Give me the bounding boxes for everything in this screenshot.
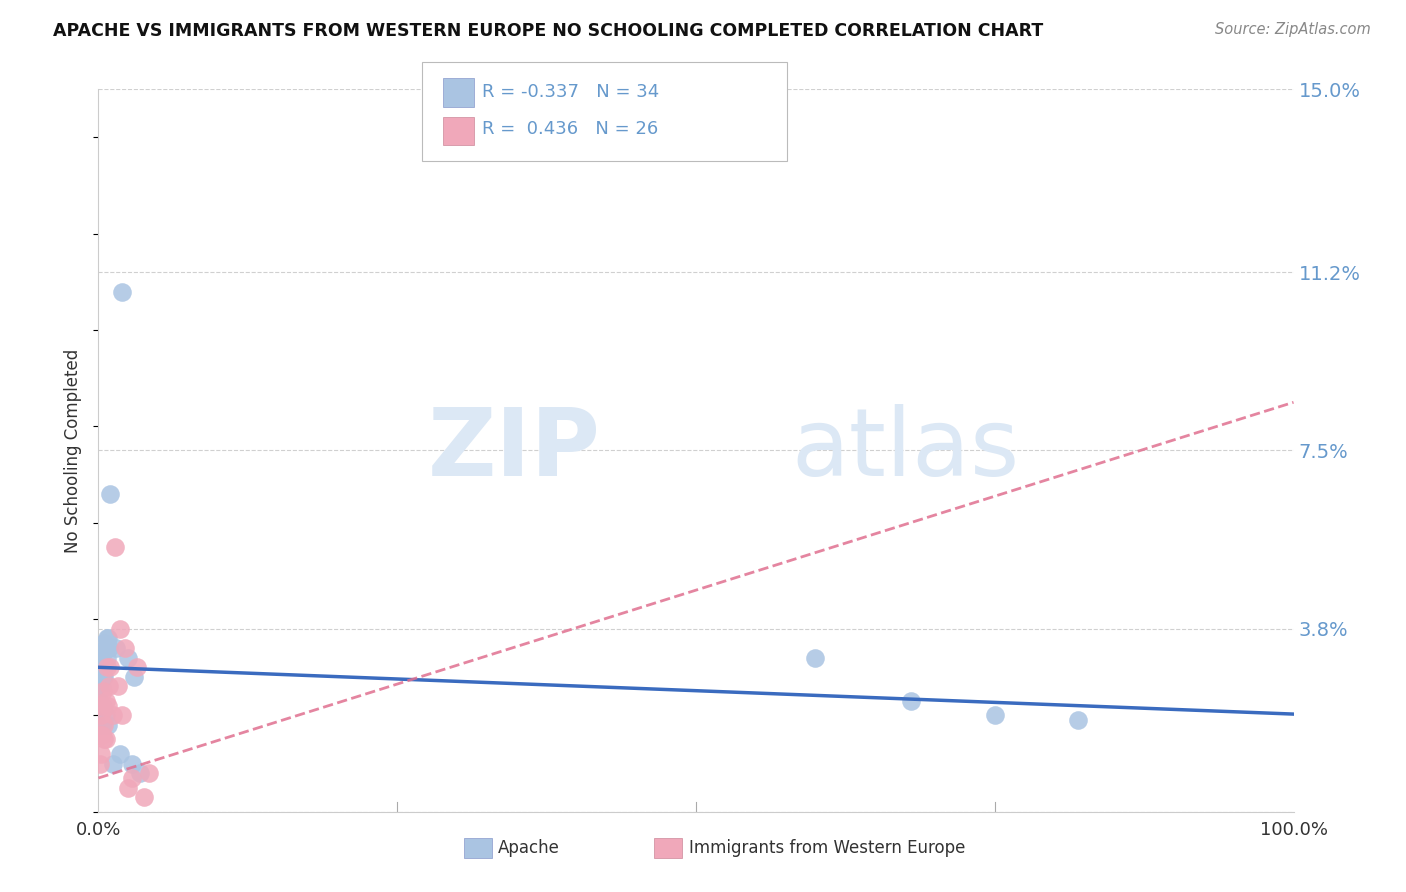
Point: [94, 732, 117, 747]
Point: [90, 708, 112, 723]
Point: [101, 708, 124, 723]
Point: [89, 728, 111, 742]
Text: R = -0.337   N = 34: R = -0.337 N = 34: [482, 83, 659, 101]
Point: [900, 694, 922, 708]
Y-axis label: No Schooling Completed: No Schooling Completed: [65, 349, 83, 552]
Point: [96, 632, 118, 646]
Point: [111, 708, 134, 723]
Point: [121, 756, 143, 771]
Point: [125, 660, 148, 674]
Point: [89, 756, 111, 771]
Point: [91, 728, 114, 742]
Point: [89, 708, 111, 723]
Text: atlas: atlas: [792, 404, 1019, 497]
Point: [111, 285, 134, 299]
Point: [97, 698, 120, 713]
Point: [94, 694, 117, 708]
Text: Source: ZipAtlas.com: Source: ZipAtlas.com: [1215, 22, 1371, 37]
Point: [91, 698, 114, 713]
Text: APACHE VS IMMIGRANTS FROM WESTERN EUROPE NO SCHOOLING COMPLETED CORRELATION CHAR: APACHE VS IMMIGRANTS FROM WESTERN EUROPE…: [53, 22, 1043, 40]
Point: [93, 718, 115, 732]
Point: [91, 698, 114, 713]
Point: [101, 756, 124, 771]
Point: [91, 684, 114, 698]
Point: [89, 684, 111, 698]
Point: [91, 660, 114, 674]
Point: [108, 747, 131, 761]
Point: [93, 660, 115, 674]
Point: [1067, 713, 1090, 727]
Point: [108, 622, 131, 636]
Point: [132, 790, 155, 805]
Point: [91, 646, 114, 660]
Point: [117, 780, 139, 795]
Point: [105, 640, 128, 655]
Point: [121, 771, 143, 785]
Point: [98, 660, 122, 674]
Point: [138, 766, 160, 780]
Point: [94, 708, 117, 723]
Point: [96, 660, 118, 674]
Text: R =  0.436   N = 26: R = 0.436 N = 26: [482, 120, 658, 138]
Point: [91, 718, 114, 732]
Point: [90, 747, 112, 761]
Point: [104, 540, 127, 554]
Point: [90, 650, 112, 665]
Point: [984, 708, 1007, 723]
Point: [97, 718, 120, 732]
Point: [93, 732, 115, 747]
Point: [114, 640, 136, 655]
Point: [90, 670, 112, 684]
Text: Immigrants from Western Europe: Immigrants from Western Europe: [689, 839, 966, 857]
Point: [90, 698, 112, 713]
Point: [91, 670, 114, 684]
Point: [93, 670, 115, 684]
Point: [98, 680, 121, 694]
Text: ZIP: ZIP: [427, 404, 600, 497]
Point: [98, 487, 122, 501]
Point: [94, 640, 117, 655]
Point: [93, 636, 115, 650]
Point: [97, 632, 120, 646]
Point: [129, 766, 152, 780]
Point: [124, 670, 146, 684]
Text: Apache: Apache: [498, 839, 560, 857]
Point: [117, 650, 139, 665]
Point: [98, 640, 121, 655]
Point: [96, 650, 118, 665]
Point: [107, 680, 129, 694]
Point: [804, 650, 827, 665]
Point: [91, 680, 114, 694]
